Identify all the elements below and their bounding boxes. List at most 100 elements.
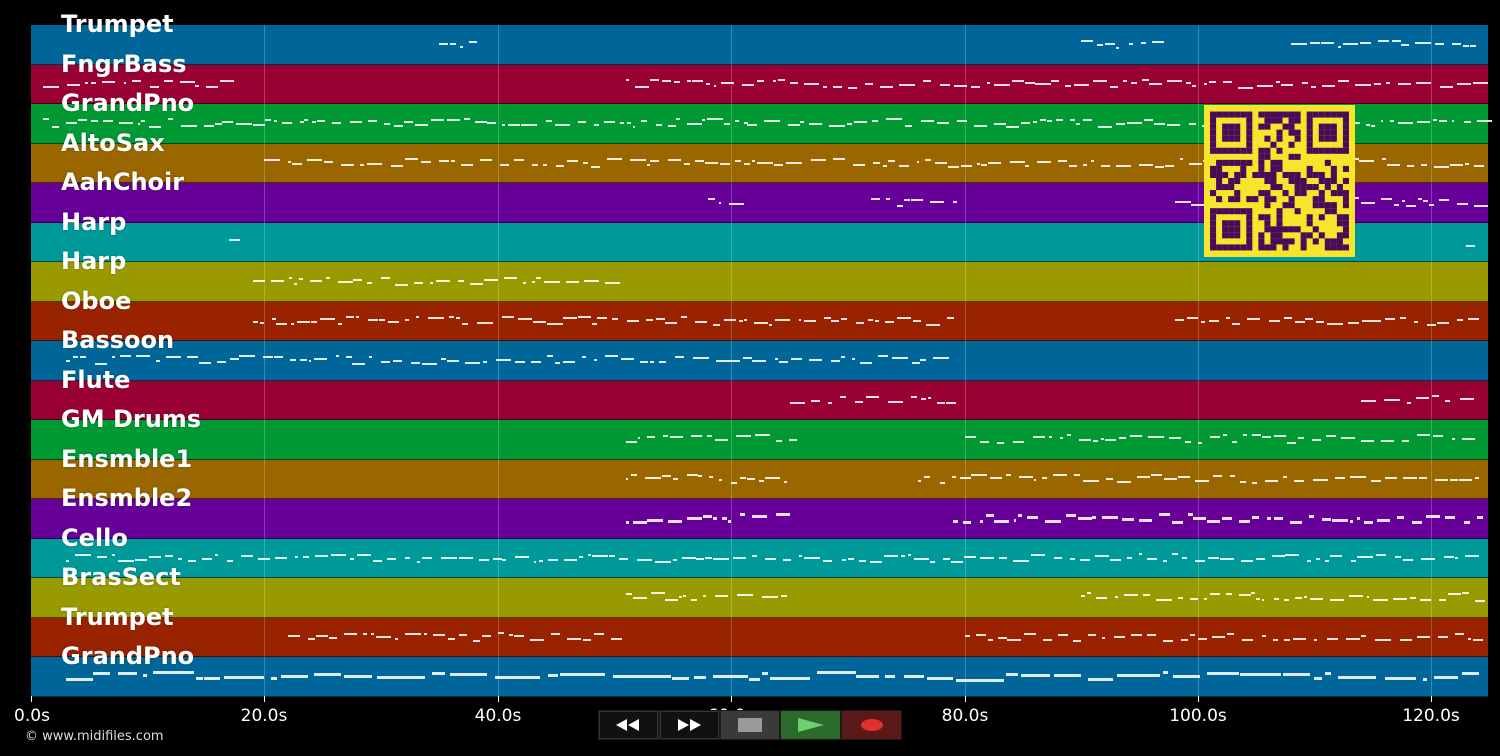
rewind-button[interactable] — [599, 711, 658, 739]
midi-note — [290, 359, 296, 361]
midi-note — [702, 119, 705, 121]
track-lane[interactable] — [31, 578, 1488, 618]
midi-note — [459, 557, 473, 559]
midi-note — [1415, 42, 1431, 44]
midi-note — [665, 599, 678, 601]
track-lane[interactable] — [31, 65, 1488, 104]
midi-note — [744, 163, 750, 165]
midi-note — [1438, 636, 1448, 638]
midi-note — [1116, 165, 1131, 167]
midi-note — [531, 361, 541, 363]
midi-note — [1127, 122, 1142, 124]
midi-note — [1167, 124, 1180, 126]
midi-note — [314, 358, 327, 360]
midi-note — [1314, 677, 1322, 680]
track-lane[interactable] — [31, 262, 1488, 302]
track-lane[interactable] — [31, 381, 1488, 420]
track-lane[interactable] — [31, 499, 1488, 539]
transport-controls — [598, 710, 902, 740]
midi-note — [411, 362, 420, 364]
midi-note — [73, 356, 78, 358]
midi-note — [1267, 517, 1271, 520]
midi-note — [1295, 321, 1305, 323]
midi-note — [1151, 474, 1162, 476]
midi-note — [441, 557, 457, 559]
fast-forward-button[interactable] — [659, 711, 719, 739]
midi-note — [1462, 592, 1469, 594]
midi-note — [926, 324, 940, 326]
track-lane[interactable] — [31, 539, 1488, 578]
midi-note — [1274, 435, 1286, 437]
midi-note — [860, 362, 872, 364]
midi-note — [937, 122, 949, 124]
tick-label: 120.0s — [1402, 706, 1460, 726]
midi-note — [1402, 200, 1405, 202]
midi-note — [1021, 674, 1050, 677]
midi-note — [136, 355, 150, 357]
record-button[interactable] — [842, 711, 901, 739]
midi-note — [165, 555, 173, 557]
midi-note — [482, 635, 491, 637]
midi-note — [988, 162, 1001, 164]
midi-note — [1232, 323, 1240, 325]
midi-note — [1475, 477, 1479, 479]
midi-note — [514, 159, 524, 161]
midi-note — [920, 359, 926, 361]
midi-note — [393, 360, 402, 362]
tick-label: 80.0s — [941, 706, 989, 726]
midi-note — [404, 121, 413, 123]
midi-note — [647, 519, 663, 522]
midi-note — [773, 80, 776, 82]
midi-note — [469, 41, 477, 43]
midi-note — [994, 84, 1010, 86]
midi-note — [1257, 85, 1273, 87]
play-button[interactable] — [781, 711, 841, 739]
midi-note — [1190, 598, 1198, 600]
midi-note — [1147, 558, 1157, 560]
midi-note — [1058, 634, 1068, 636]
midi-note — [875, 320, 879, 322]
midi-note — [1180, 158, 1183, 160]
track-lane[interactable] — [31, 420, 1488, 460]
midi-note — [1024, 633, 1036, 635]
midi-note — [1439, 599, 1446, 601]
midi-note — [621, 358, 634, 360]
midi-note — [841, 356, 845, 358]
track-lane[interactable] — [31, 302, 1488, 341]
midi-note — [1373, 320, 1381, 322]
midi-note — [532, 164, 538, 166]
midi-note — [1169, 437, 1181, 439]
midi-note — [428, 317, 444, 319]
midi-note — [1390, 120, 1394, 122]
midi-note — [415, 124, 428, 126]
midi-note — [752, 555, 757, 557]
midi-note — [1273, 480, 1278, 482]
track-label: GrandPno — [61, 642, 195, 670]
stop-icon — [738, 718, 763, 732]
midi-note — [1053, 474, 1067, 476]
midi-note — [1455, 633, 1464, 635]
midi-note — [1096, 597, 1107, 599]
stop-button[interactable] — [720, 711, 780, 739]
midi-note — [451, 160, 455, 162]
midi-note — [1201, 321, 1205, 323]
midi-note — [1284, 599, 1289, 601]
midi-note — [635, 86, 649, 88]
midi-note — [759, 480, 764, 482]
midi-note — [1434, 676, 1458, 679]
midi-note — [555, 124, 570, 126]
midi-note — [954, 85, 967, 87]
track-lane[interactable] — [31, 25, 1488, 65]
track-lane[interactable] — [31, 618, 1488, 657]
track-lane[interactable] — [31, 460, 1488, 499]
midi-note — [1417, 434, 1430, 436]
midi-note — [1302, 82, 1308, 84]
midi-note — [743, 357, 752, 359]
midi-note — [1105, 43, 1115, 45]
midi-note — [371, 633, 374, 635]
midi-note — [181, 125, 197, 127]
midi-note — [1327, 638, 1338, 640]
midi-note — [804, 83, 819, 85]
track-label: Cello — [61, 524, 128, 552]
midi-note — [1343, 43, 1358, 45]
